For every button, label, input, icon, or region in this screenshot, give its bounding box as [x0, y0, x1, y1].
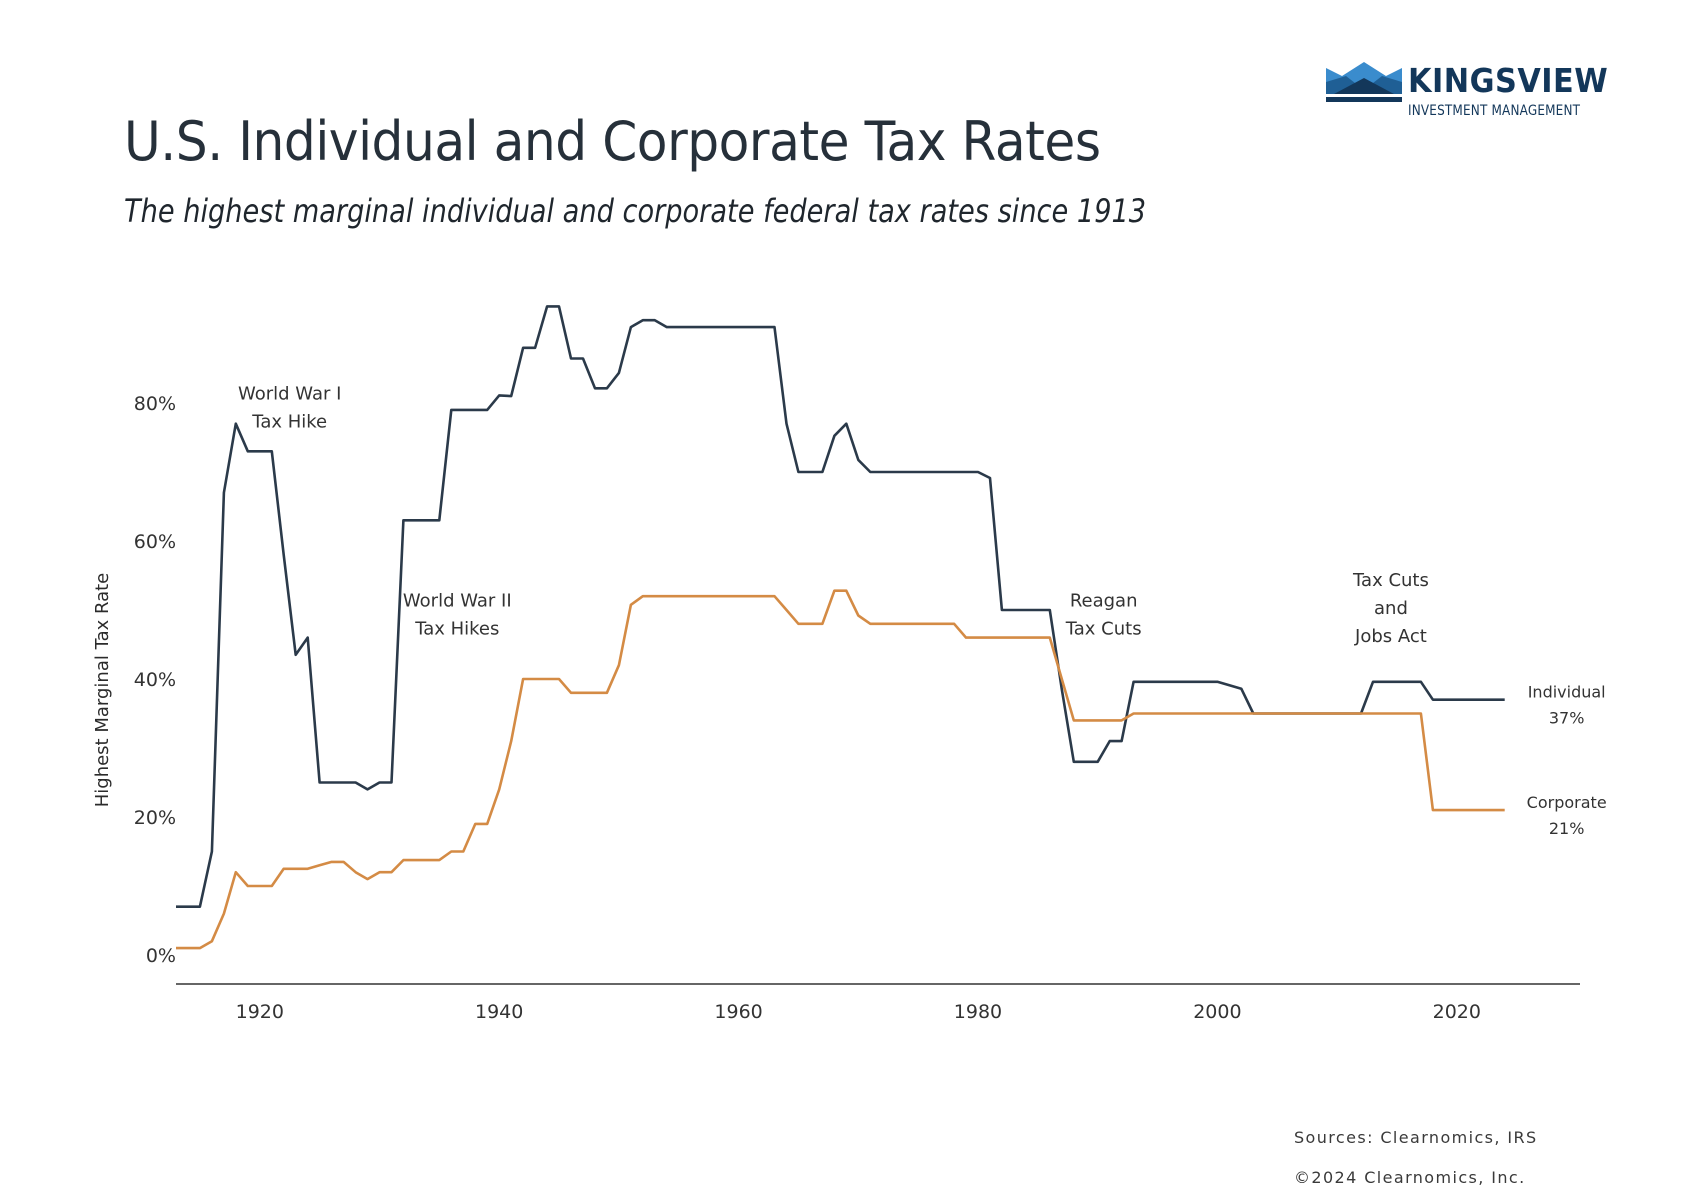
x-tick-label: 2000: [1193, 1001, 1241, 1023]
brand-tagline: INVESTMENT MANAGEMENT: [1408, 103, 1581, 119]
x-tick-label: 1920: [236, 1001, 284, 1023]
crown-icon: [1326, 62, 1402, 102]
kingsview-logo: KINGSVIEW INVESTMENT MANAGEMENT: [1326, 62, 1626, 124]
x-tick-label: 1940: [475, 1001, 523, 1023]
annotation-text: World War I: [238, 384, 341, 405]
x-tick-label: 1980: [954, 1001, 1002, 1023]
x-tick-label: 2020: [1433, 1001, 1481, 1023]
y-tick-label: 40%: [134, 669, 176, 691]
annotation-text: World War II: [403, 591, 512, 612]
y-tick-label: 60%: [134, 531, 176, 553]
series-end-value: 21%: [1549, 819, 1585, 838]
annotation-text: Tax Cuts: [1352, 570, 1429, 591]
chart-title: U.S. Individual and Corporate Tax Rates: [124, 110, 1101, 173]
y-axis-ticks: 0% 20% 40% 60% 80%: [134, 393, 176, 967]
annotation-text: and: [1374, 598, 1408, 619]
end-labels: Individual 37% Corporate 21%: [1527, 683, 1607, 838]
x-axis: 1920 1940 1960 1980 2000 2020: [176, 983, 1580, 1023]
annotation-text: Tax Hikes: [414, 619, 499, 640]
chart-subtitle: The highest marginal individual and corp…: [124, 192, 1147, 230]
annotation-text: Reagan: [1070, 591, 1138, 612]
y-tick-label: 0%: [146, 945, 176, 967]
series-lines: [176, 305, 1505, 950]
series-end-value: 37%: [1549, 709, 1585, 728]
series-line-individual: [176, 305, 1505, 908]
annotation-text: Jobs Act: [1354, 626, 1427, 647]
series-end-label: Corporate: [1527, 793, 1607, 812]
y-tick-label: 20%: [134, 807, 176, 829]
series-end-label: Individual: [1528, 683, 1606, 702]
x-tick-label: 1960: [714, 1001, 762, 1023]
copyright-note: ©2024 Clearnomics, Inc.: [1294, 1168, 1526, 1187]
series-line-corporate: [176, 589, 1505, 950]
brand-name: KINGSVIEW: [1408, 61, 1609, 100]
y-axis-label: Highest Marginal Tax Rate: [92, 573, 113, 808]
annotation-text: Tax Hike: [251, 412, 327, 433]
sources-note: Sources: Clearnomics, IRS: [1294, 1128, 1538, 1147]
annotation-text: Tax Cuts: [1065, 619, 1142, 640]
annotations: World War I Tax Hike World War II Tax Hikes…: [238, 384, 1429, 647]
y-tick-label: 80%: [134, 393, 176, 415]
